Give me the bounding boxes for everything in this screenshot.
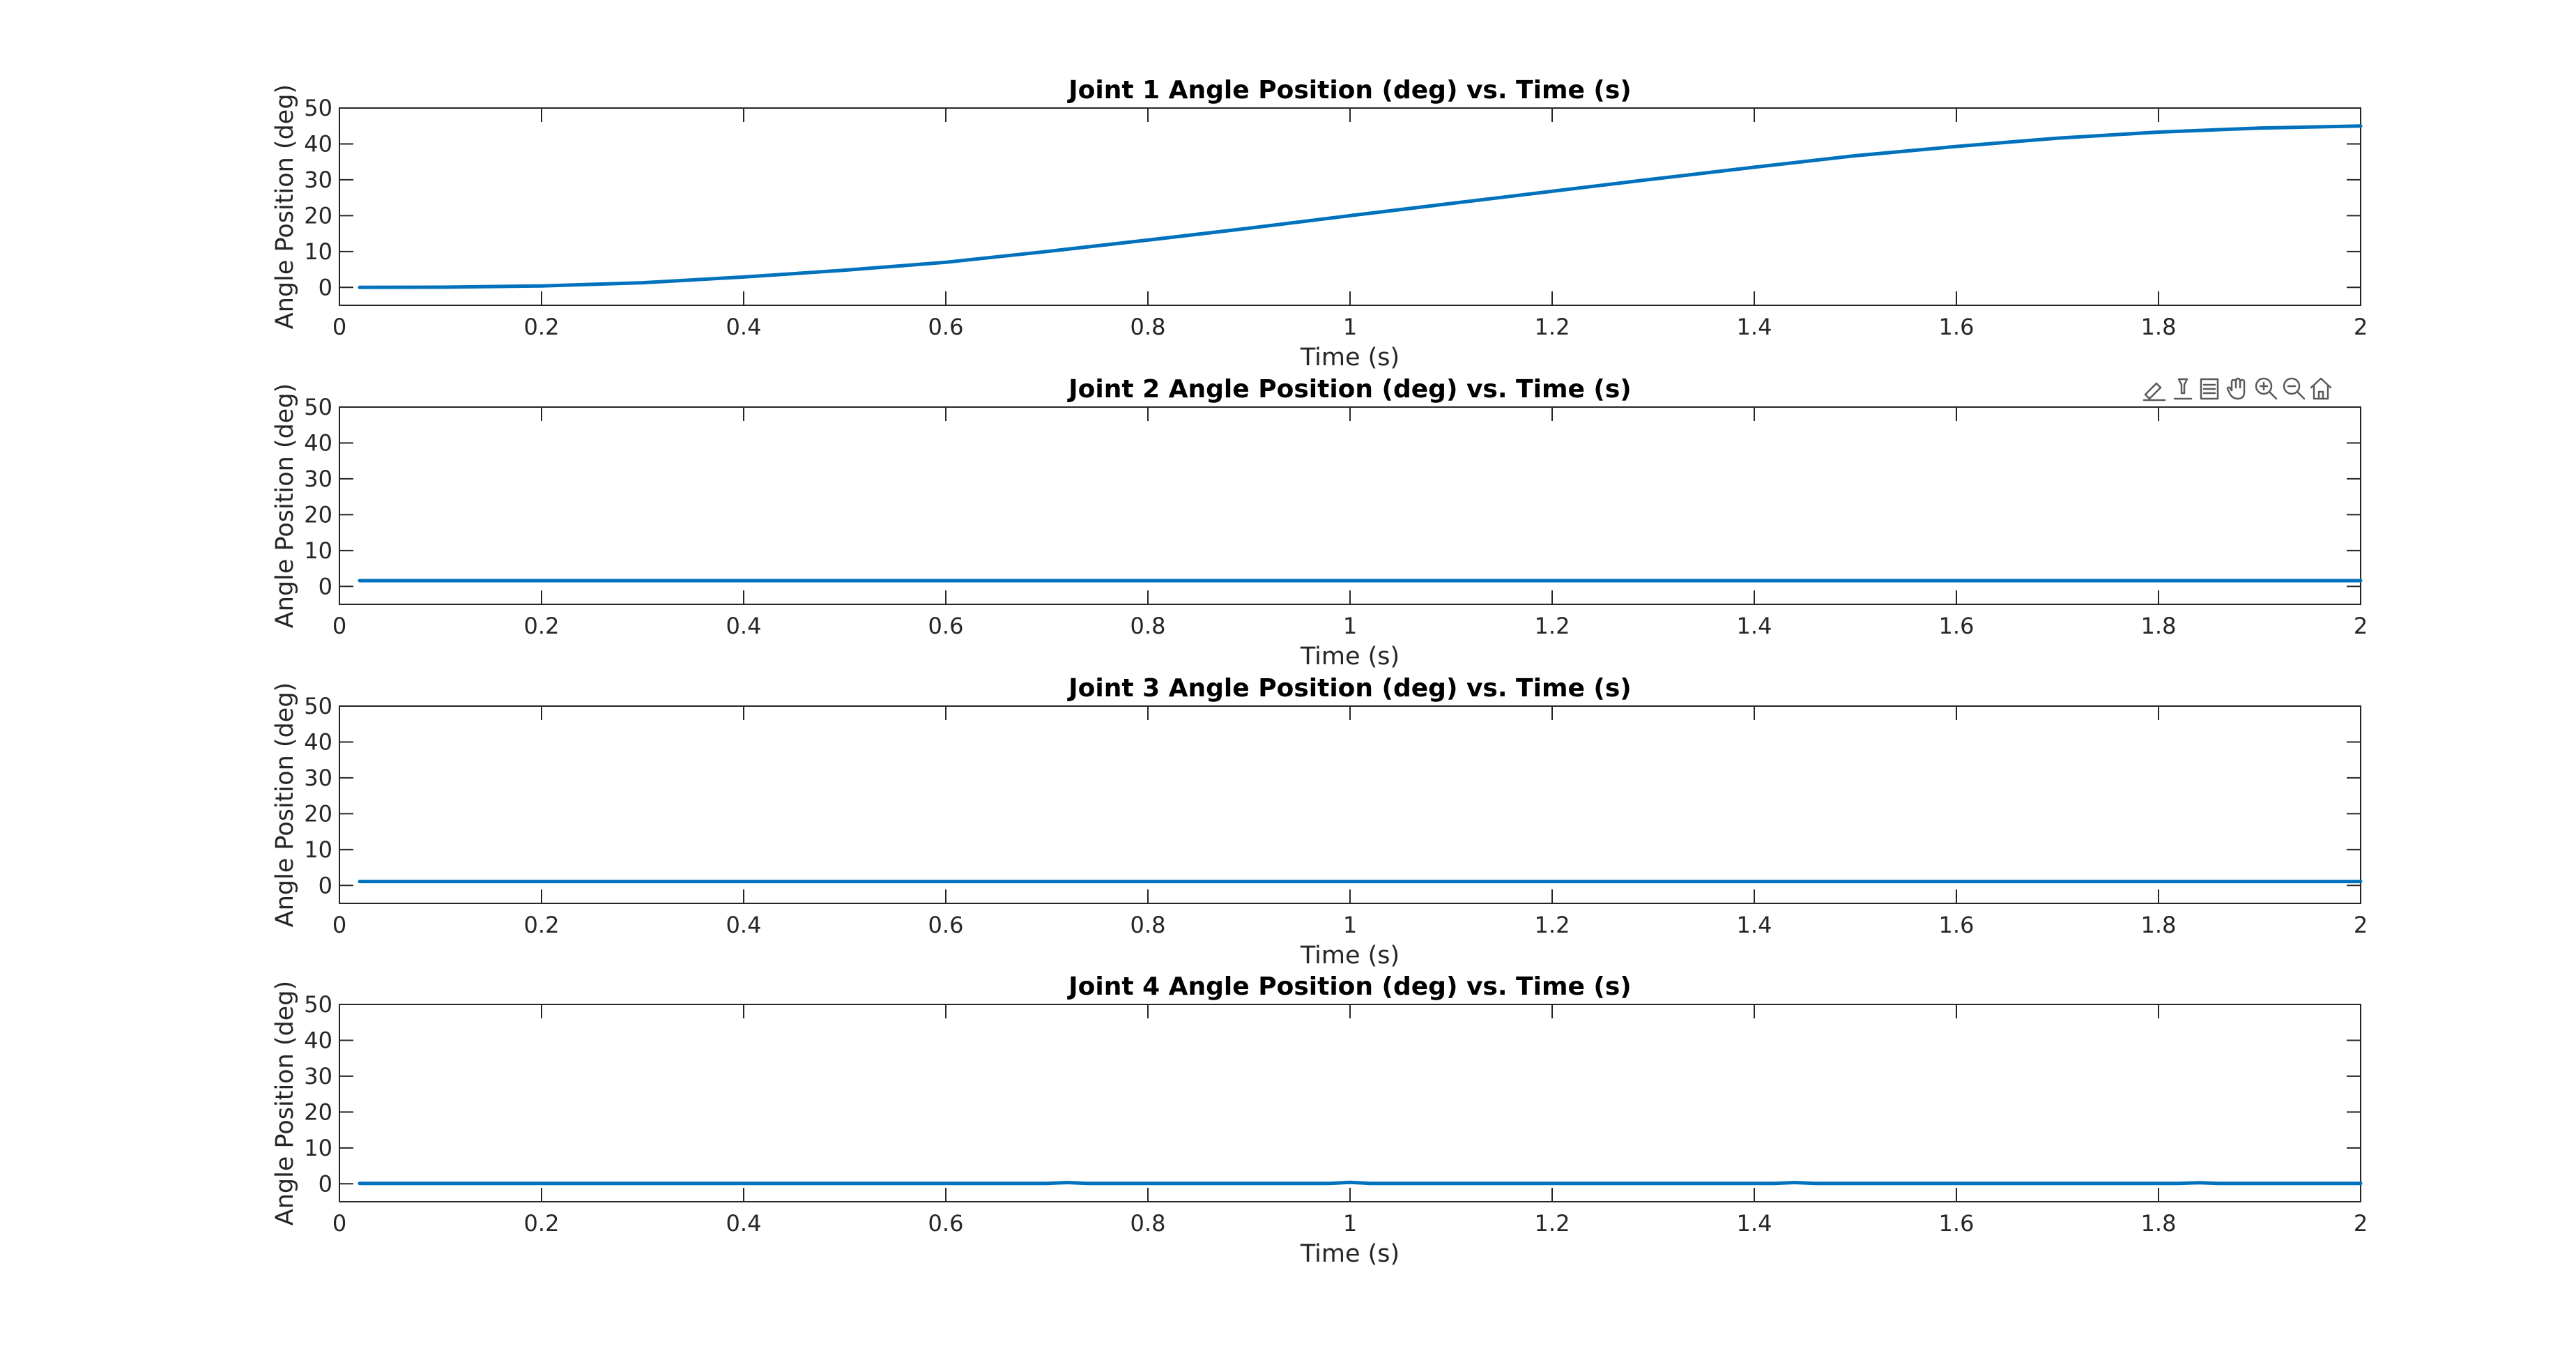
- pan-hand-icon[interactable]: [2226, 377, 2246, 400]
- y-tick-label: 50: [304, 693, 332, 719]
- x-tick-label: 2: [2354, 1210, 2368, 1237]
- series-line-4: [358, 1180, 2363, 1186]
- x-tick-label: 1.2: [1535, 912, 1570, 938]
- x-tick-label: 0.4: [726, 912, 762, 938]
- x-tick-label: 1.4: [1737, 912, 1772, 938]
- x-tick-label: 1.8: [2141, 912, 2177, 938]
- x-tick-label: 1.8: [2141, 314, 2177, 340]
- x-tick-label: 1.6: [1939, 1210, 1975, 1237]
- x-tick-label: 1.6: [1939, 314, 1975, 340]
- y-tick-label: 40: [304, 130, 332, 157]
- y-tick-label: 40: [304, 1027, 332, 1053]
- chart-title-3: Joint 3 Angle Position (deg) vs. Time (s…: [1066, 674, 1632, 703]
- axes-layer: Joint 1 Angle Position (deg) vs. Time (s…: [271, 76, 2368, 1268]
- y-axis-label-1: Angle Position (deg): [271, 84, 299, 329]
- x-tick-label: 0.8: [1130, 1210, 1166, 1237]
- x-tick-label: 0: [332, 912, 346, 938]
- x-tick-label: 1.8: [2141, 1210, 2177, 1237]
- x-tick-label: 0.6: [928, 1210, 964, 1237]
- x-tick-label: 0.6: [928, 912, 964, 938]
- zoom-out-icon[interactable]: [2283, 377, 2306, 400]
- x-tick-label: 2: [2354, 613, 2368, 639]
- y-axis-label-2: Angle Position (deg): [271, 383, 299, 628]
- series-line-1: [358, 124, 2363, 289]
- plot-area-4[interactable]: [339, 1004, 2361, 1202]
- y-tick-label: 20: [304, 800, 332, 827]
- x-axis-label-1: Time (s): [1300, 344, 1400, 372]
- y-tick-label: 20: [304, 501, 332, 528]
- y-tick-label: 10: [304, 238, 332, 265]
- x-tick-label: 1: [1343, 912, 1357, 938]
- x-tick-label: 0.2: [524, 613, 560, 639]
- x-tick-label: 1: [1343, 613, 1357, 639]
- x-tick-label: 0.4: [726, 314, 762, 340]
- x-axis-label-3: Time (s): [1300, 942, 1400, 970]
- plot-area-3[interactable]: [339, 705, 2361, 904]
- x-tick-label: 0.8: [1130, 912, 1166, 938]
- chart-title-4: Joint 4 Angle Position (deg) vs. Time (s…: [1066, 972, 1632, 1001]
- x-tick-label: 0.6: [928, 613, 964, 639]
- subplot-4[interactable]: Joint 4 Angle Position (deg) vs. Time (s…: [271, 972, 2368, 1268]
- x-tick-label: 0.2: [524, 314, 560, 340]
- x-tick-label: 1.4: [1737, 1210, 1772, 1237]
- x-tick-label: 0.4: [726, 1210, 762, 1237]
- y-tick-label: 30: [304, 765, 332, 791]
- x-tick-label: 1.6: [1939, 613, 1975, 639]
- x-tick-label: 1.8: [2141, 613, 2177, 639]
- y-tick-label: 10: [304, 836, 332, 863]
- brush-icon[interactable]: [2142, 382, 2166, 401]
- subplot-3[interactable]: Joint 3 Angle Position (deg) vs. Time (s…: [271, 674, 2368, 970]
- y-tick-label: 30: [304, 167, 332, 193]
- data-tips-icon[interactable]: [2173, 378, 2193, 400]
- chart-title-2: Joint 2 Angle Position (deg) vs. Time (s…: [1066, 375, 1632, 404]
- y-tick-label: 50: [304, 95, 332, 121]
- x-tick-label: 0.2: [524, 1210, 560, 1237]
- x-axis-label-4: Time (s): [1300, 1240, 1400, 1268]
- x-tick-label: 0: [332, 1210, 346, 1237]
- x-tick-label: 1: [1343, 314, 1357, 340]
- restore-view-icon[interactable]: [2200, 378, 2219, 400]
- plot-area-2[interactable]: [339, 406, 2361, 605]
- x-tick-label: 0.8: [1130, 613, 1166, 639]
- x-tick-label: 2: [2354, 314, 2368, 340]
- x-axis-label-2: Time (s): [1300, 643, 1400, 671]
- y-tick-label: 0: [319, 274, 332, 300]
- axes-toolbar[interactable]: [2142, 377, 2332, 401]
- x-tick-label: 0.8: [1130, 314, 1166, 340]
- x-tick-label: 0.2: [524, 912, 560, 938]
- y-tick-label: 0: [319, 872, 332, 898]
- x-tick-label: 2: [2354, 912, 2368, 938]
- x-tick-label: 1: [1343, 1210, 1357, 1237]
- subplot-2[interactable]: Joint 2 Angle Position (deg) vs. Time (s…: [271, 375, 2368, 671]
- x-tick-label: 0: [332, 613, 346, 639]
- x-tick-label: 0.4: [726, 613, 762, 639]
- y-tick-label: 30: [304, 1063, 332, 1089]
- y-tick-label: 30: [304, 466, 332, 492]
- y-tick-label: 0: [319, 573, 332, 599]
- y-tick-label: 10: [304, 537, 332, 564]
- y-tick-label: 20: [304, 1099, 332, 1125]
- x-tick-label: 1.4: [1737, 613, 1772, 639]
- y-tick-label: 50: [304, 991, 332, 1018]
- x-tick-label: 0.6: [928, 314, 964, 340]
- x-tick-label: 1.6: [1939, 912, 1975, 938]
- x-tick-label: 1.2: [1535, 314, 1570, 340]
- x-tick-label: 1.2: [1535, 613, 1570, 639]
- home-icon[interactable]: [2310, 377, 2332, 400]
- x-tick-label: 1.2: [1535, 1210, 1570, 1237]
- y-axis-label-4: Angle Position (deg): [271, 981, 299, 1225]
- chart-title-1: Joint 1 Angle Position (deg) vs. Time (s…: [1066, 76, 1632, 105]
- subplot-1[interactable]: Joint 1 Angle Position (deg) vs. Time (s…: [271, 76, 2368, 372]
- y-axis-label-3: Angle Position (deg): [271, 682, 299, 927]
- x-tick-label: 1.4: [1737, 314, 1772, 340]
- y-tick-label: 40: [304, 728, 332, 755]
- y-tick-label: 20: [304, 202, 332, 229]
- zoom-in-icon[interactable]: [2255, 377, 2278, 400]
- y-tick-label: 10: [304, 1135, 332, 1161]
- y-tick-label: 50: [304, 394, 332, 420]
- y-tick-label: 0: [319, 1170, 332, 1197]
- x-tick-label: 0: [332, 314, 346, 340]
- y-tick-label: 40: [304, 429, 332, 456]
